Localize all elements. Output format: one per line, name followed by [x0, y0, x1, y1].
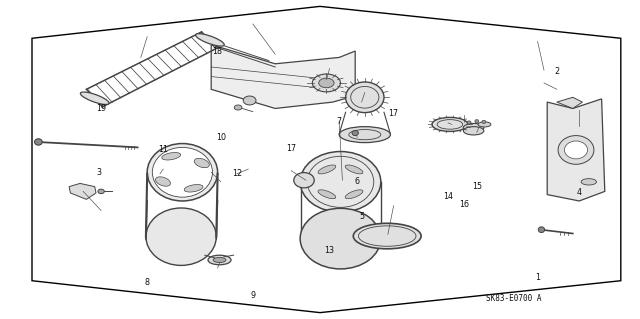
Ellipse shape [463, 123, 484, 132]
Text: 3: 3 [97, 168, 102, 177]
Polygon shape [211, 45, 355, 108]
Ellipse shape [564, 141, 588, 159]
Ellipse shape [243, 96, 256, 105]
Text: 5: 5 [359, 212, 364, 221]
Ellipse shape [300, 152, 381, 212]
Ellipse shape [146, 208, 216, 265]
Ellipse shape [482, 120, 486, 123]
Ellipse shape [184, 184, 203, 192]
Text: 16: 16 [459, 200, 469, 209]
Ellipse shape [538, 227, 545, 233]
Text: SK83-E0700 A: SK83-E0700 A [486, 294, 542, 303]
Ellipse shape [196, 33, 224, 46]
Ellipse shape [156, 177, 170, 186]
Ellipse shape [162, 152, 180, 160]
Ellipse shape [463, 127, 484, 135]
Text: 7: 7 [337, 117, 342, 126]
Text: 11: 11 [158, 145, 168, 154]
Ellipse shape [147, 144, 218, 201]
Text: 19: 19 [96, 104, 106, 113]
Text: 13: 13 [324, 246, 335, 255]
Text: 15: 15 [472, 182, 482, 191]
Text: 2: 2 [554, 67, 559, 76]
Text: 14: 14 [443, 192, 453, 201]
Text: 18: 18 [212, 47, 223, 56]
Ellipse shape [294, 173, 314, 188]
Ellipse shape [581, 179, 596, 185]
Ellipse shape [234, 105, 242, 110]
Text: 12: 12 [232, 169, 242, 178]
Text: 8: 8 [145, 278, 150, 287]
Ellipse shape [98, 189, 104, 194]
Ellipse shape [467, 121, 471, 124]
Text: 10: 10 [216, 133, 226, 142]
Ellipse shape [318, 165, 336, 174]
Text: 17: 17 [388, 109, 399, 118]
Ellipse shape [81, 92, 109, 105]
Ellipse shape [35, 139, 42, 145]
Ellipse shape [353, 223, 421, 249]
Ellipse shape [345, 190, 363, 199]
Text: 6: 6 [355, 177, 360, 186]
Ellipse shape [558, 136, 594, 164]
Ellipse shape [345, 165, 363, 174]
Ellipse shape [208, 255, 231, 265]
Ellipse shape [213, 257, 226, 263]
Text: 9: 9 [250, 291, 255, 300]
Ellipse shape [475, 120, 479, 123]
Ellipse shape [300, 208, 381, 269]
Ellipse shape [319, 78, 334, 88]
Text: 17: 17 [286, 144, 296, 153]
Polygon shape [547, 99, 605, 201]
Ellipse shape [195, 158, 209, 168]
Ellipse shape [352, 130, 358, 136]
Ellipse shape [152, 147, 212, 197]
Ellipse shape [432, 117, 468, 131]
Ellipse shape [318, 190, 336, 199]
Ellipse shape [312, 74, 340, 92]
Ellipse shape [346, 82, 384, 113]
Text: 1: 1 [535, 273, 540, 282]
Ellipse shape [339, 127, 390, 143]
Text: 4: 4 [577, 189, 582, 197]
Polygon shape [557, 97, 582, 108]
Ellipse shape [478, 122, 491, 127]
Polygon shape [69, 183, 96, 199]
